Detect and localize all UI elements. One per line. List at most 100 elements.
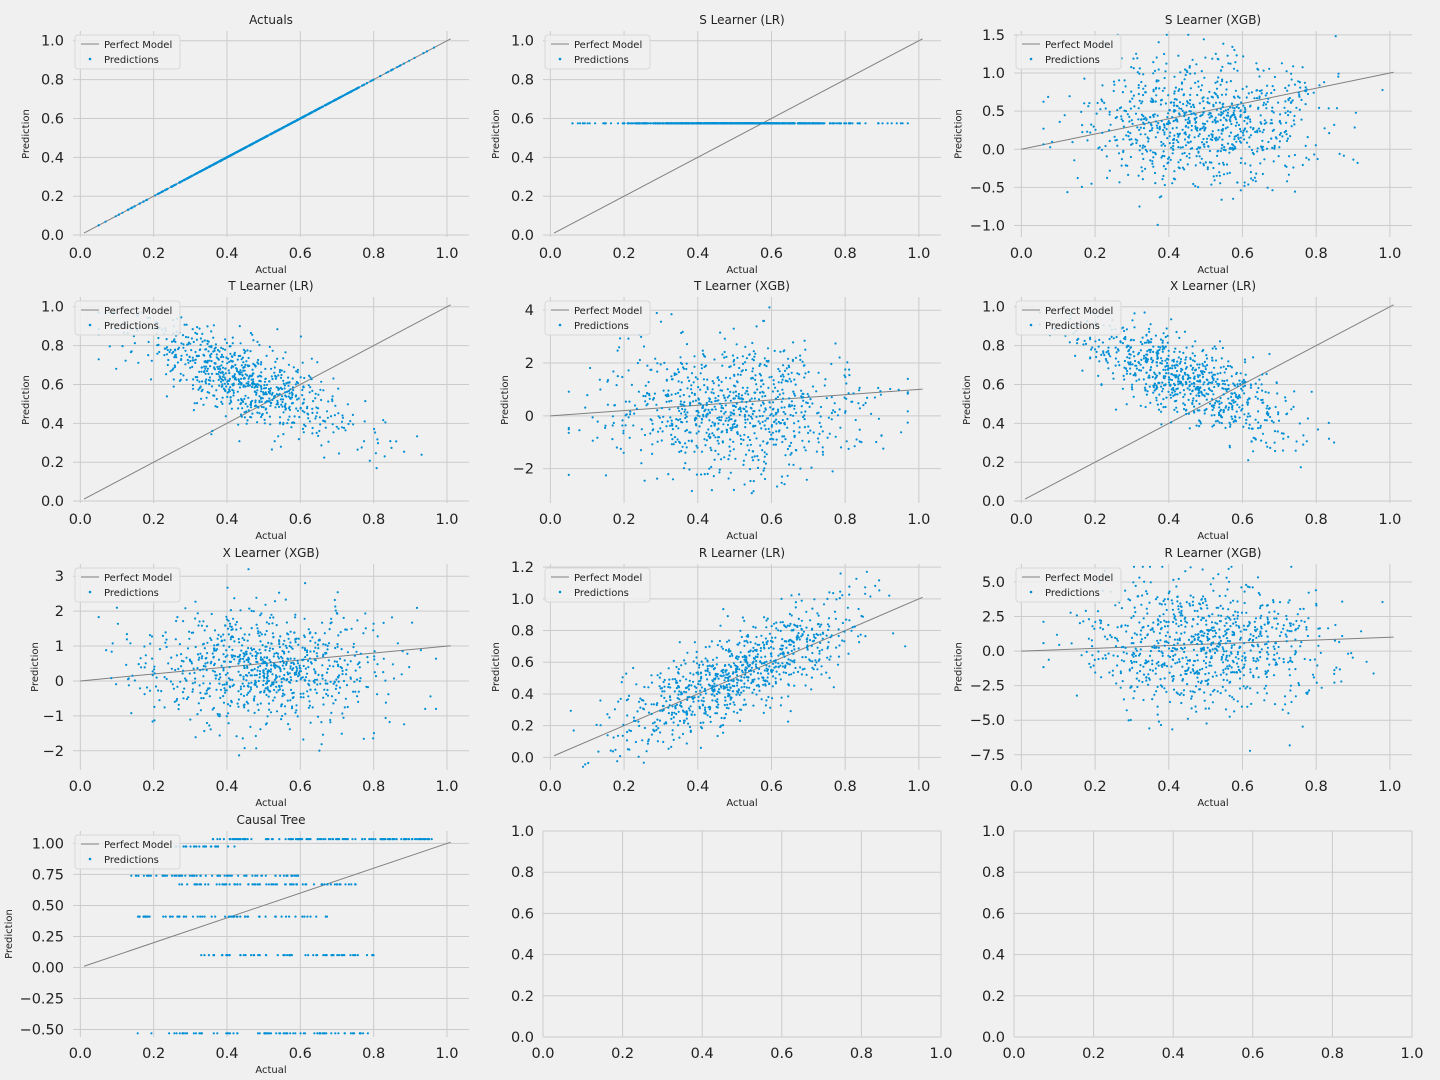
prediction-point [720, 406, 723, 409]
prediction-point [1076, 176, 1079, 180]
x-tick-label: 0.4 [1157, 246, 1180, 262]
prediction-point [736, 373, 740, 376]
subplot-title: S Learner (XGB) [1165, 13, 1261, 27]
x-tick-label: 0.0 [69, 246, 92, 262]
prediction-point [653, 392, 657, 395]
prediction-point [363, 83, 366, 86]
prediction-point [764, 428, 767, 431]
prediction-point [1150, 129, 1153, 132]
prediction-point [1158, 127, 1161, 130]
prediction-point [763, 451, 766, 454]
prediction-point [1334, 35, 1337, 38]
prediction-point [1251, 179, 1255, 182]
prediction-point [1192, 397, 1195, 400]
prediction-point [609, 122, 613, 125]
prediction-point [287, 363, 290, 366]
prediction-point [1184, 358, 1187, 361]
prediction-point [1124, 85, 1127, 88]
prediction-point [1285, 133, 1288, 136]
prediction-point [218, 384, 221, 387]
prediction-point [278, 405, 281, 408]
prediction-point [250, 416, 253, 419]
prediction-point [864, 401, 867, 405]
prediction-point [773, 349, 776, 352]
prediction-point [760, 427, 763, 430]
prediction-point [246, 419, 249, 422]
prediction-point [1228, 444, 1231, 447]
prediction-point [678, 409, 681, 412]
prediction-point [1123, 378, 1126, 381]
prediction-point [1242, 129, 1245, 132]
prediction-point [383, 455, 386, 458]
prediction-point [732, 391, 735, 394]
prediction-point [1306, 417, 1309, 420]
prediction-point [679, 356, 682, 359]
prediction-point [611, 438, 614, 441]
prediction-point [740, 394, 744, 397]
prediction-point [764, 394, 767, 398]
prediction-point [1150, 338, 1153, 341]
prediction-point [259, 363, 263, 366]
prediction-point [1284, 111, 1287, 114]
prediction-point [1175, 369, 1179, 373]
prediction-point [1219, 107, 1222, 110]
prediction-point [224, 338, 227, 341]
legend-label: Perfect Model [104, 40, 172, 51]
prediction-point [1118, 107, 1121, 110]
prediction-point [727, 458, 730, 461]
prediction-point [783, 423, 787, 426]
prediction-point [277, 388, 280, 391]
prediction-point [1265, 107, 1268, 110]
prediction-point [269, 387, 272, 390]
prediction-point [1182, 395, 1185, 399]
prediction-point [1188, 156, 1191, 159]
prediction-point [161, 190, 164, 193]
prediction-point [220, 364, 223, 367]
prediction-point [337, 452, 341, 455]
prediction-point [232, 394, 235, 397]
prediction-point [770, 375, 773, 378]
prediction-point [97, 224, 100, 227]
prediction-point [678, 440, 681, 443]
prediction-point [244, 146, 248, 149]
prediction-point [759, 374, 763, 377]
prediction-point [780, 481, 783, 484]
prediction-point [1318, 106, 1321, 109]
prediction-point [1271, 106, 1274, 109]
prediction-point [762, 383, 765, 386]
prediction-point [1175, 104, 1178, 107]
prediction-point [763, 467, 766, 470]
prediction-point [1249, 171, 1252, 174]
prediction-point [615, 446, 619, 449]
prediction-point [201, 332, 204, 335]
prediction-point [1261, 139, 1264, 142]
prediction-point [204, 360, 207, 363]
prediction-point [306, 405, 309, 408]
prediction-point [1160, 144, 1163, 147]
prediction-point [172, 367, 175, 370]
prediction-point [1273, 144, 1276, 147]
prediction-point [246, 405, 249, 408]
prediction-point [204, 372, 207, 375]
prediction-point [241, 356, 244, 359]
prediction-point [680, 449, 683, 453]
prediction-point [576, 122, 580, 125]
prediction-point [1185, 382, 1188, 386]
prediction-point [295, 394, 298, 397]
prediction-point [246, 349, 249, 352]
prediction-point [1143, 386, 1146, 389]
prediction-point [761, 401, 765, 404]
prediction-point [744, 345, 747, 348]
prediction-point [1211, 120, 1214, 123]
prediction-point [1151, 151, 1155, 154]
prediction-point [753, 355, 756, 358]
prediction-point [1104, 144, 1107, 148]
prediction-point [768, 306, 771, 309]
prediction-point [342, 94, 345, 97]
prediction-point [1211, 359, 1214, 362]
prediction-point [616, 122, 620, 125]
prediction-point [1132, 94, 1135, 97]
prediction-point [1266, 404, 1269, 407]
prediction-point [1258, 89, 1262, 93]
